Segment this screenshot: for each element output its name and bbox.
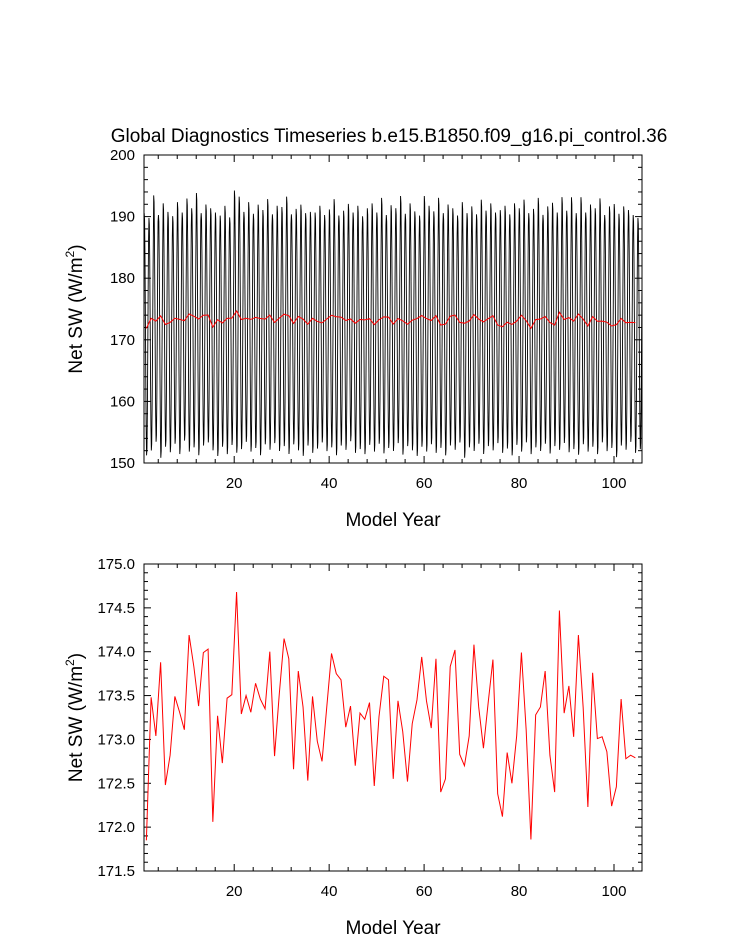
- x-tick-label: 40: [321, 883, 338, 900]
- top-panel: 150 160 170 180 190 200 20 40 60 80 100 Model Year N…: [63, 147, 643, 531]
- y-tick-label: 180: [110, 270, 135, 287]
- y-tick-label: 200: [110, 147, 135, 164]
- x-axis-label: Model Year: [345, 510, 441, 531]
- y-tick-label: 173.0: [97, 731, 135, 748]
- y-tick-label: 174.5: [97, 600, 135, 617]
- x-tick-label: 20: [226, 883, 243, 900]
- y-tick-label: 175.0: [97, 556, 135, 573]
- y-tick-label: 172.0: [97, 819, 135, 836]
- y-axis-label: Net SW (W/m2): [63, 653, 87, 782]
- annual-mean-line: [145, 310, 636, 330]
- x-axis-label: Model Year: [345, 918, 441, 939]
- y-tick-label: 190: [110, 209, 135, 226]
- x-tick-label: 100: [601, 883, 626, 900]
- y-tick-label: 174.0: [97, 644, 135, 661]
- x-tick-label: 40: [321, 475, 338, 492]
- x-tick-label: 60: [416, 883, 433, 900]
- x-tick-label: 80: [511, 475, 528, 492]
- monthly-series-line: [144, 190, 642, 458]
- chart-title: Global Diagnostics Timeseries b.e15.B185…: [111, 126, 668, 147]
- y-tick-label: 170: [110, 332, 135, 349]
- y-tick-label: 172.5: [97, 775, 135, 792]
- y-axis-label: Net SW (W/m2): [63, 244, 87, 373]
- bottom-panel: 171.5 172.0 172.5 173.0 173.5 174.0 174.5 175.0…: [63, 556, 643, 939]
- y-tick-label: 150: [110, 455, 135, 472]
- y-tick-label: 173.5: [97, 688, 135, 705]
- y-tick-label: 160: [110, 393, 135, 410]
- y-tick-label: 171.5: [97, 863, 135, 880]
- x-tick-label: 80: [511, 883, 528, 900]
- x-tick-label: 20: [226, 475, 243, 492]
- x-tick-label: 60: [416, 475, 433, 492]
- annual-mean-line: [145, 592, 636, 841]
- plot-frame: [143, 563, 643, 872]
- x-tick-label: 100: [601, 475, 626, 492]
